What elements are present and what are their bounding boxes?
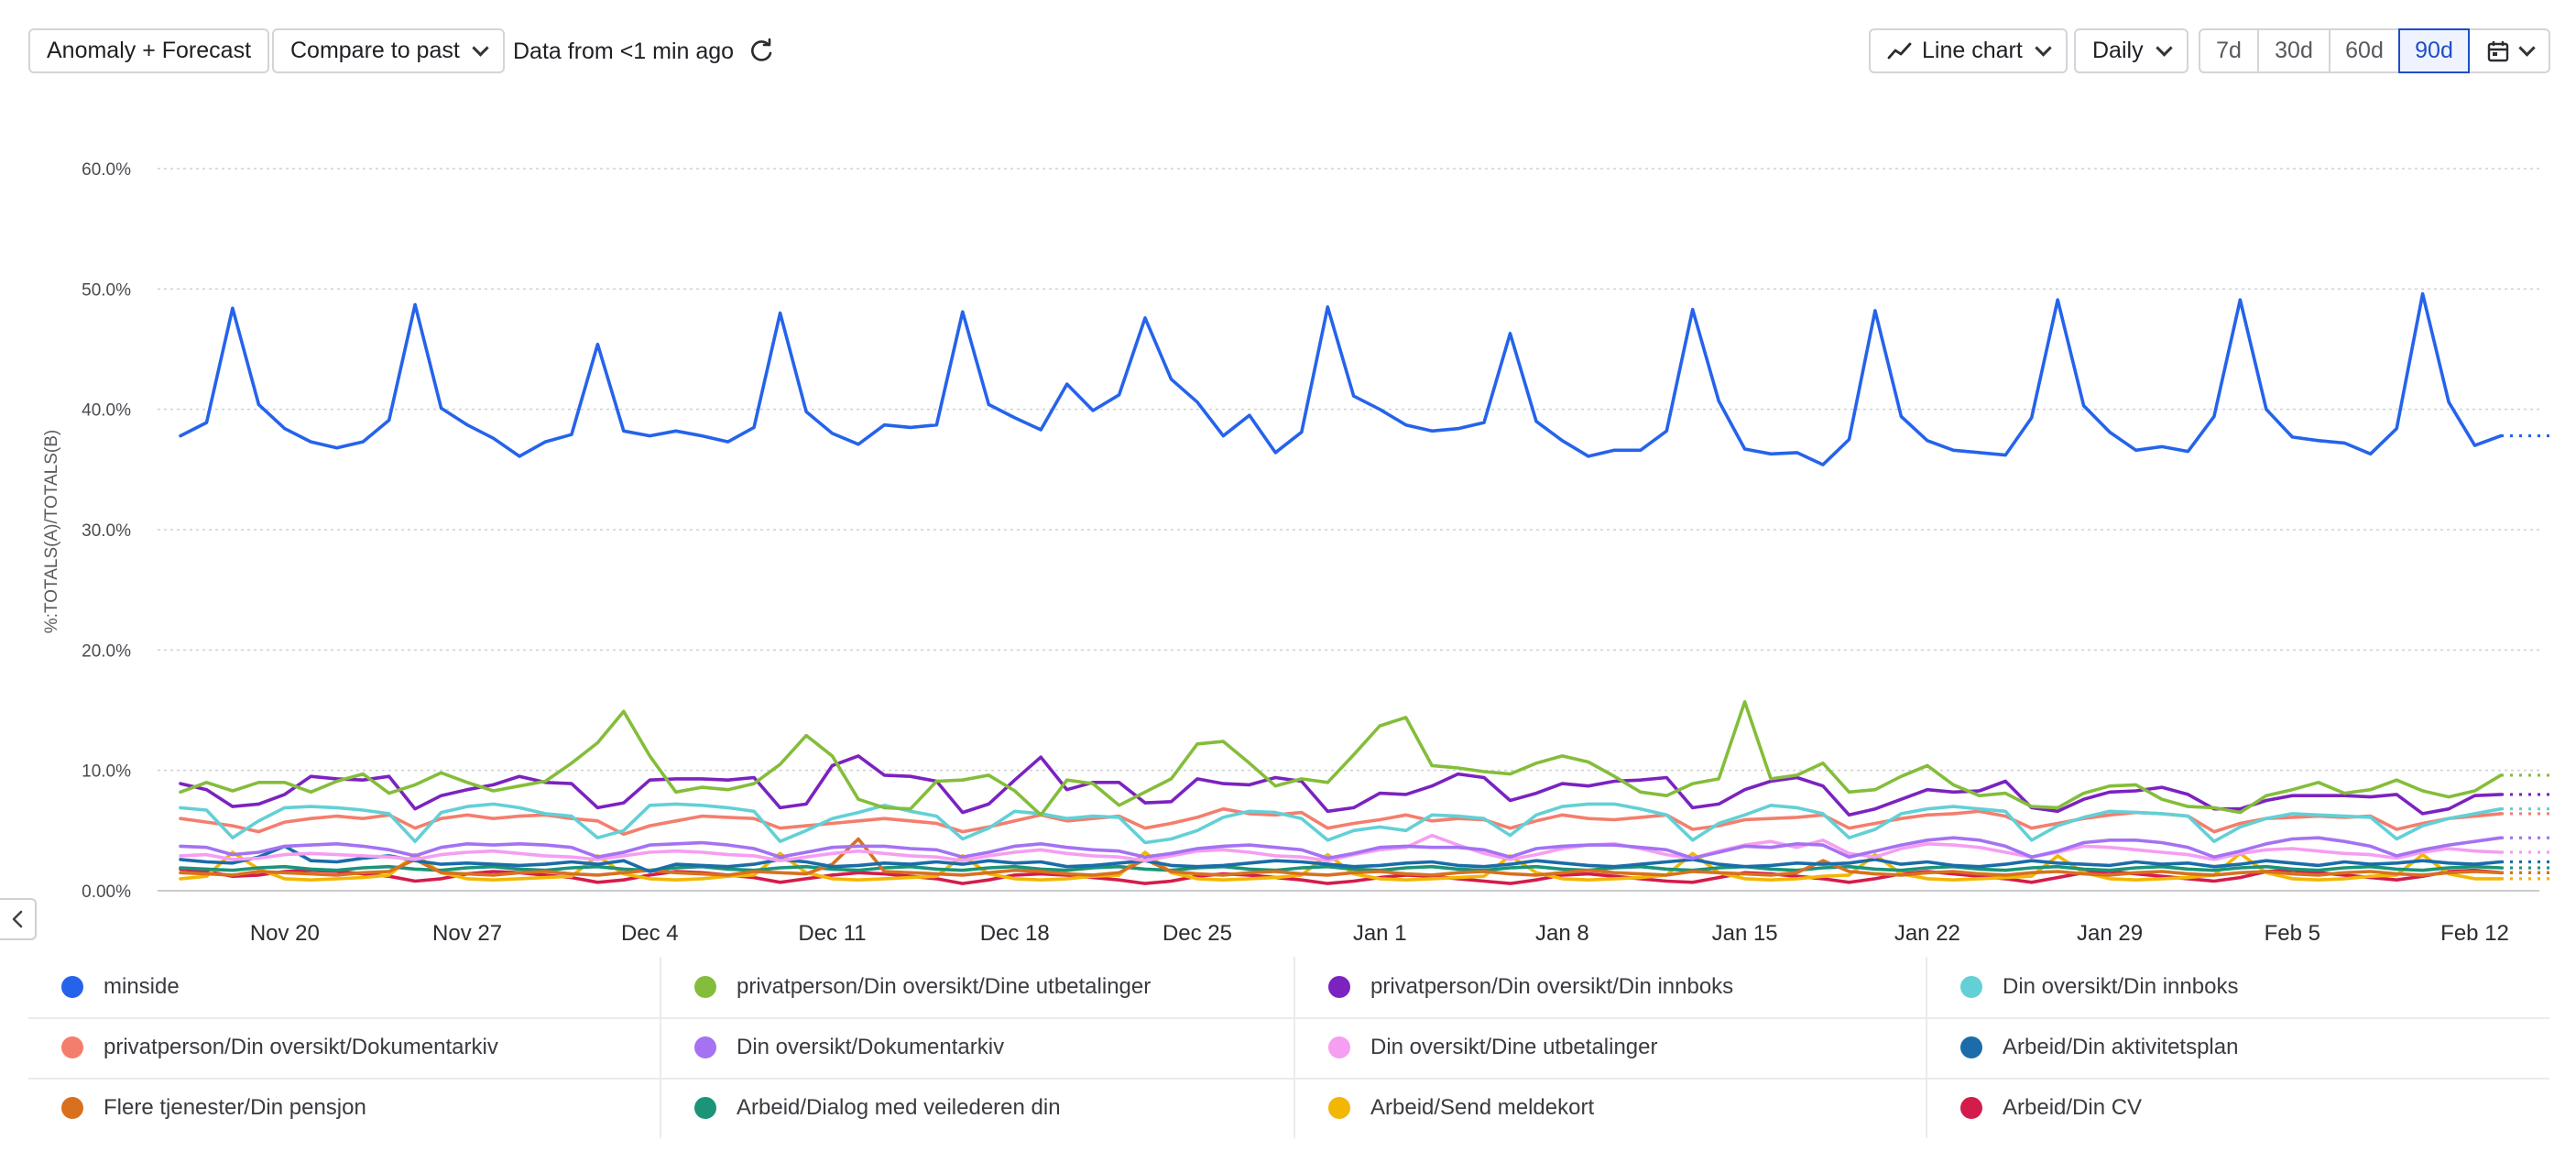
y-tick-label: 40.0% (82, 401, 131, 421)
y-tick-label: 10.0% (82, 762, 131, 782)
legend-swatch (1328, 1036, 1350, 1058)
collapse-sidebar-button[interactable] (0, 898, 37, 940)
legend-label: privatperson/Din oversikt/Din innboks (1370, 974, 1734, 999)
legend-swatch (1328, 1097, 1350, 1119)
line-chart: 0.00% 10.0% 20.0% 30.0% 40.0% 50.0% 60.0% Nov … (42, 160, 2553, 946)
series-line[interactable] (179, 754, 2503, 817)
range-90d-button[interactable]: 90d (2398, 28, 2470, 73)
y-tick-label: 20.0% (82, 641, 131, 661)
x-tick-label: Feb 12 (2440, 921, 2509, 946)
legend-label: privatperson/Din oversikt/Dine utbetalin… (737, 974, 1152, 999)
y-tick-label: 30.0% (82, 521, 131, 541)
range-30d-label: 30d (2275, 38, 2313, 63)
line-chart-icon (1887, 41, 1913, 61)
x-tick-label: Jan 1 (1353, 921, 1407, 946)
series-line[interactable] (179, 837, 2503, 877)
legend-divider (660, 957, 661, 1138)
legend-label: privatperson/Din oversikt/Dokumentarkiv (104, 1035, 498, 1059)
x-tick-label: Dec 18 (980, 921, 1050, 946)
x-tick-label: Nov 20 (250, 921, 320, 946)
range-7d-label: 7d (2216, 38, 2242, 63)
anomaly-forecast-button[interactable]: Anomaly + Forecast (28, 28, 270, 73)
x-tick-label: Nov 27 (432, 921, 502, 946)
x-tick-label: Jan 29 (2077, 921, 2143, 946)
interval-label: Daily (2092, 38, 2144, 63)
legend-swatch (1960, 976, 1982, 998)
series-line[interactable] (179, 806, 2503, 837)
legend-item[interactable]: Arbeid/Send meldekort (1295, 1078, 1927, 1138)
legend-item[interactable]: privatperson/Din oversikt/Din innboks (1295, 957, 1927, 1017)
date-picker-button[interactable] (2468, 28, 2550, 73)
legend-swatch (61, 1097, 83, 1119)
legend-swatch (61, 1036, 83, 1058)
range-60d-label: 60d (2345, 38, 2384, 63)
series-line[interactable] (179, 864, 2503, 872)
legend-label: Arbeid/Dialog med veilederen din (737, 1095, 1061, 1120)
y-tick-label: 60.0% (82, 160, 131, 180)
legend-divider (28, 1078, 2549, 1080)
series-line[interactable] (179, 836, 2503, 861)
data-freshness-text: Data from <1 min ago (513, 38, 735, 64)
legend-divider (28, 1017, 2549, 1019)
x-tick-label: Jan 22 (1894, 921, 1960, 946)
legend-label: Din oversikt/Dokumentarkiv (737, 1035, 1005, 1059)
series-line[interactable] (179, 844, 2503, 873)
legend-item[interactable]: Flere tjenester/Din pensjon (28, 1078, 660, 1138)
x-tick-label: Dec 11 (798, 921, 866, 946)
series-line[interactable] (179, 699, 2503, 817)
legend-label: minside (104, 974, 180, 999)
y-tick-label: 50.0% (82, 280, 131, 300)
range-60d-button[interactable]: 60d (2329, 28, 2400, 73)
interval-dropdown[interactable]: Daily (2074, 28, 2189, 73)
legend-label: Din oversikt/Din innboks (2003, 974, 2239, 999)
legend-label: Din oversikt/Dine utbetalinger (1370, 1035, 1658, 1059)
range-30d-button[interactable]: 30d (2257, 28, 2330, 73)
x-tick-label: Jan 8 (1535, 921, 1589, 946)
chart-type-dropdown[interactable]: Line chart (1869, 28, 2068, 73)
chevron-left-icon (10, 909, 25, 929)
legend-divider (1926, 957, 1927, 1138)
compare-to-past-dropdown[interactable]: Compare to past (272, 28, 505, 73)
legend-item[interactable]: minside (28, 957, 660, 1017)
legend-item[interactable]: Arbeid/Din CV (1927, 1078, 2560, 1138)
calendar-icon (2486, 39, 2510, 63)
x-tick-label: Dec 4 (621, 921, 679, 946)
x-tick-label: Dec 25 (1162, 921, 1232, 946)
legend-item[interactable]: privatperson/Din oversikt/Dine utbetalin… (661, 957, 1293, 1017)
legend-swatch (1960, 1097, 1982, 1119)
legend-label: Flere tjenester/Din pensjon (104, 1095, 366, 1120)
x-tick-label: Jan 15 (1712, 921, 1778, 946)
legend-swatch (694, 976, 716, 998)
legend-item[interactable]: privatperson/Din oversikt/Dokumentarkiv (28, 1017, 660, 1078)
x-tick-label: Feb 5 (2265, 921, 2320, 946)
legend-item[interactable]: Din oversikt/Din innboks (1927, 957, 2560, 1017)
y-axis-label: %:TOTALS(A)/TOTALS(B) (42, 430, 61, 633)
series-line[interactable] (179, 833, 2503, 863)
legend-item[interactable]: Din oversikt/Dokumentarkiv (661, 1017, 1293, 1078)
legend-item[interactable]: Arbeid/Din aktivitetsplan (1927, 1017, 2560, 1078)
legend-swatch (61, 976, 83, 998)
legend-swatch (694, 1036, 716, 1058)
anomaly-forecast-label: Anomaly + Forecast (47, 38, 252, 63)
legend-swatch (1960, 1036, 1982, 1058)
legend-divider (1293, 957, 1295, 1138)
legend-label: Arbeid/Din CV (2003, 1095, 2143, 1120)
legend-item[interactable]: Din oversikt/Dine utbetalinger (1295, 1017, 1927, 1078)
series-line[interactable] (179, 291, 2503, 466)
range-90d-label: 90d (2415, 38, 2453, 63)
legend-label: Arbeid/Din aktivitetsplan (2003, 1035, 2239, 1059)
series-line[interactable] (179, 802, 2503, 845)
y-tick-label: 0.00% (82, 882, 131, 902)
legend-item[interactable]: Arbeid/Dialog med veilederen din (661, 1078, 1293, 1138)
chart-type-label: Line chart (1922, 38, 2023, 63)
legend-swatch (1328, 976, 1350, 998)
legend-label: Arbeid/Send meldekort (1370, 1095, 1595, 1120)
refresh-icon[interactable] (747, 37, 776, 66)
compare-to-past-label: Compare to past (290, 38, 460, 63)
legend-swatch (694, 1097, 716, 1119)
